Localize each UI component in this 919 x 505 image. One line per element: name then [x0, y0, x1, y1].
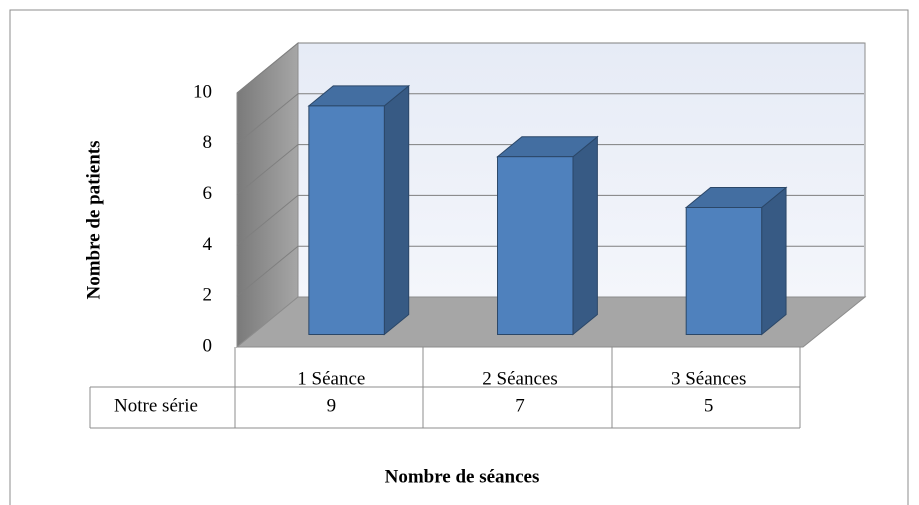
bar-front: [308, 105, 385, 336]
bar-front: [497, 156, 574, 335]
table-value: 9: [327, 395, 337, 416]
x-tick-label: 3 Séances: [671, 368, 746, 389]
y-tick-label: 6: [203, 183, 213, 204]
table-value: 5: [704, 395, 714, 416]
x-tick-label: 1 Séance: [297, 368, 365, 389]
bar-front: [685, 207, 763, 335]
frame: [9, 9, 909, 505]
y-tick-label: 2: [203, 285, 213, 306]
x-axis-title: Nombre de séances: [385, 466, 540, 487]
legend-label: Notre série: [114, 395, 198, 416]
bar-side: [572, 135, 598, 336]
y-tick-label: 8: [203, 132, 213, 153]
bar: [307, 84, 411, 336]
y-tick-label: 10: [193, 81, 212, 102]
grid-line: [236, 194, 864, 246]
bar: [684, 186, 788, 336]
side-wall: [236, 41, 299, 349]
y-tick-label: 4: [203, 234, 213, 255]
grid-line: [236, 93, 864, 145]
table-value: 7: [515, 395, 525, 416]
bar-side: [383, 84, 410, 336]
grid-line: [236, 245, 864, 297]
y-axis-title: Nombre de patients: [83, 140, 104, 299]
grid-line: [236, 144, 864, 195]
data-table: [89, 347, 801, 429]
y-tick-label: 0: [203, 335, 213, 356]
bar: [496, 135, 599, 336]
bar-side: [761, 186, 787, 336]
grid-line: [236, 42, 864, 94]
x-tick-label: 2 Séances: [482, 368, 557, 389]
